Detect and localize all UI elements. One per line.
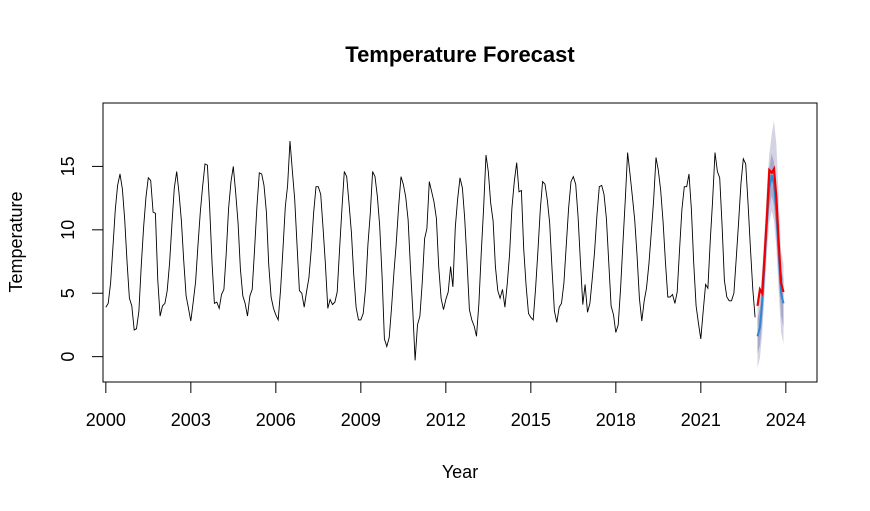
x-tick-label: 2006 — [256, 410, 296, 430]
y-axis: 0 5 10 15 — [58, 156, 104, 362]
x-tick-label: 2021 — [681, 410, 721, 430]
x-axis-label: Year — [442, 462, 478, 482]
band-95 — [757, 120, 784, 369]
x-tick-label: 2009 — [341, 410, 381, 430]
actual-series-line — [756, 165, 785, 307]
x-axis: 2000 2003 2006 2009 2012 2015 2018 2021 2024 — [86, 381, 806, 430]
x-tick-label: 2000 — [86, 410, 126, 430]
x-tick-label: 2012 — [426, 410, 466, 430]
x-tick-label: 2003 — [171, 410, 211, 430]
chart-title: Temperature Forecast — [345, 42, 575, 67]
y-tick-label: 0 — [58, 352, 78, 362]
y-axis-label: Temperature — [6, 191, 26, 292]
x-tick-label: 2024 — [766, 410, 806, 430]
observed-series-line — [105, 140, 756, 361]
x-tick-label: 2015 — [511, 410, 551, 430]
series-lines — [105, 140, 785, 361]
y-tick-label: 10 — [58, 220, 78, 240]
y-tick-label: 5 — [58, 288, 78, 298]
y-tick-label: 15 — [58, 156, 78, 176]
x-tick-label: 2018 — [596, 410, 636, 430]
